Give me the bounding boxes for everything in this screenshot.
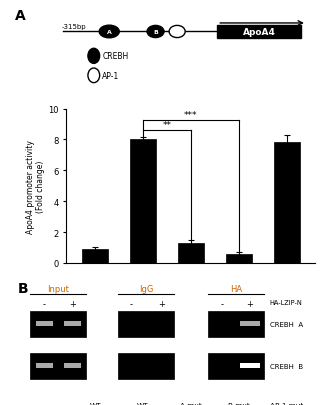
Bar xyxy=(36,321,53,326)
Text: HA-LZIP-N: HA-LZIP-N xyxy=(270,299,302,305)
Text: IgG: IgG xyxy=(139,284,153,293)
Text: ***: *** xyxy=(184,111,198,120)
Text: **: ** xyxy=(162,121,171,130)
Bar xyxy=(130,140,156,263)
Bar xyxy=(240,321,260,326)
Y-axis label: ApoA4 promoter activity
(Fold change): ApoA4 promoter activity (Fold change) xyxy=(26,139,45,233)
Bar xyxy=(208,311,264,337)
Bar xyxy=(63,363,81,369)
Ellipse shape xyxy=(88,69,100,83)
Text: WT: WT xyxy=(89,402,101,405)
Text: -315bp: -315bp xyxy=(61,24,86,30)
Text: -: - xyxy=(43,299,46,308)
Text: -: - xyxy=(129,299,132,308)
Text: ApoA4: ApoA4 xyxy=(243,28,276,37)
Text: +: + xyxy=(69,299,76,308)
Bar xyxy=(31,311,86,337)
Text: CREBH: CREBH xyxy=(103,52,129,61)
Text: B: B xyxy=(153,30,158,35)
Text: CREBH  A: CREBH A xyxy=(270,321,303,327)
Text: Input: Input xyxy=(47,284,69,293)
Text: A: A xyxy=(107,30,112,35)
Text: AP-1 mut: AP-1 mut xyxy=(270,402,303,405)
Text: B mut: B mut xyxy=(228,402,250,405)
Text: CREBH  B: CREBH B xyxy=(270,363,303,369)
Ellipse shape xyxy=(169,26,185,38)
Text: A mut: A mut xyxy=(180,402,202,405)
Bar xyxy=(226,254,252,263)
Ellipse shape xyxy=(88,49,100,64)
Bar xyxy=(178,243,204,263)
Bar xyxy=(82,249,108,263)
Text: -: - xyxy=(220,299,223,308)
Text: A: A xyxy=(15,9,26,23)
FancyBboxPatch shape xyxy=(217,26,301,39)
Ellipse shape xyxy=(99,26,119,39)
Bar xyxy=(36,363,53,369)
Bar xyxy=(208,353,264,379)
Bar xyxy=(119,311,174,337)
Text: +: + xyxy=(158,299,165,308)
Text: AP-1: AP-1 xyxy=(103,72,120,81)
Text: +: + xyxy=(246,299,253,308)
Ellipse shape xyxy=(147,26,164,38)
Bar xyxy=(240,363,260,369)
Text: B: B xyxy=(18,282,29,296)
Text: WT: WT xyxy=(137,402,149,405)
Bar xyxy=(31,353,86,379)
Bar xyxy=(63,321,81,326)
Text: HA: HA xyxy=(230,284,242,293)
Bar xyxy=(274,143,300,263)
Bar xyxy=(119,353,174,379)
